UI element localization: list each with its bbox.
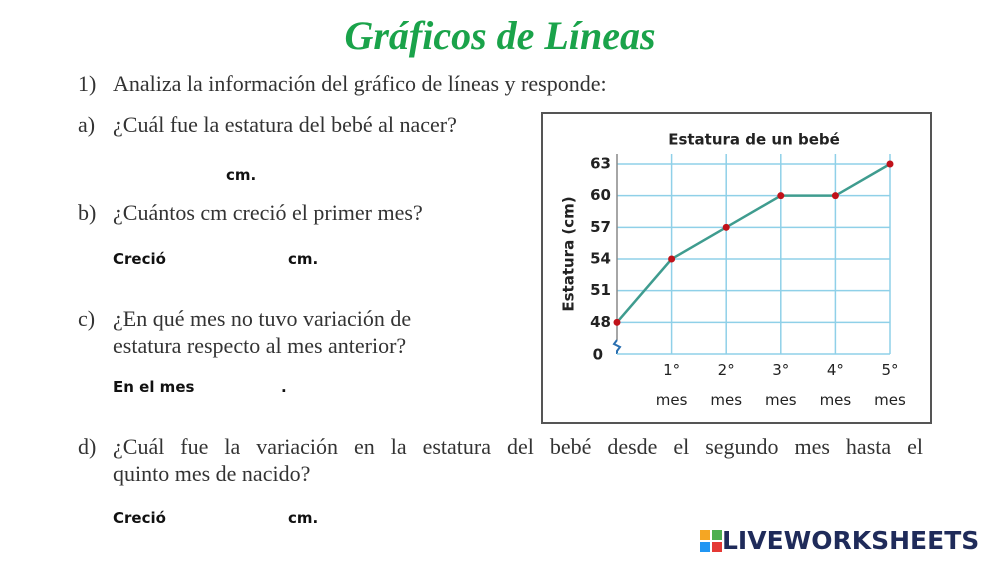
question-line: ¿Cuál fue la estatura del bebé al nacer? [113,112,457,137]
answer-text: Creció [113,509,166,527]
logo-icon [700,530,722,552]
point [777,192,785,200]
logo: LIVEWORKSHEETS [700,526,979,555]
question-line: estatura respecto al mes anterior? [113,333,407,358]
question-line: ¿Cuántos cm creció el primer mes? [113,200,423,225]
point [886,160,894,168]
chart: Estatura de un bebé Estatura (cm) 48 51 54 57… [541,112,932,424]
question-letter: d) [78,434,97,459]
point [831,192,839,200]
y-origin-label: 0 [593,346,603,364]
point [613,318,621,326]
x-tick-label: 3° mes [764,361,797,409]
question-line: ¿Cuál fue la variación en la estatura de… [113,434,923,459]
answer-input[interactable] [175,507,289,531]
answer-text: cm. [288,250,319,268]
question-line: quinto mes de nacido? [113,461,311,486]
point [722,223,730,231]
x-tick-label: 2° mes [710,361,743,409]
question-line: ¿En qué mes no tuvo variación de [113,306,412,331]
answer-input[interactable] [205,376,319,400]
chart-title: Estatura de un bebé [668,131,840,149]
answer-text: Creció [113,250,166,268]
y-axis-label: Estatura (cm) [560,196,578,311]
answer-text: En el mes [113,378,195,396]
y-tick-label: 57 [590,218,611,236]
x-tick-label: 1° mes [655,361,688,409]
line [616,162,891,324]
y-tick-label: 51 [590,281,611,299]
answer-text: cm. [226,166,257,184]
x-tick-label: 4° mes [819,361,852,409]
y-tick-label: 63 [590,155,611,173]
question-letter: c) [78,306,96,331]
page-title: Gráficos de Líneas [344,13,656,58]
question-letter: a) [78,112,96,137]
x-tick-label: 5° mes [874,361,906,409]
question-letter: b) [78,200,97,225]
intro-number: 1) [78,71,97,96]
chart-svg: Estatura de un bebé Estatura (cm) 48 51 54 57… [560,131,894,364]
axis-break [612,339,622,354]
answer-input[interactable] [110,164,224,188]
point [668,255,676,263]
y-tick-label: 48 [590,313,611,331]
y-tick-label: 54 [590,250,611,268]
logo-text: LIVEWORKSHEETS [722,526,980,555]
answer-text: cm. [288,509,319,527]
answer-input[interactable] [175,248,289,272]
y-tick-label: 60 [590,186,611,204]
intro-text: Analiza la información del gráfico de lí… [113,71,607,96]
